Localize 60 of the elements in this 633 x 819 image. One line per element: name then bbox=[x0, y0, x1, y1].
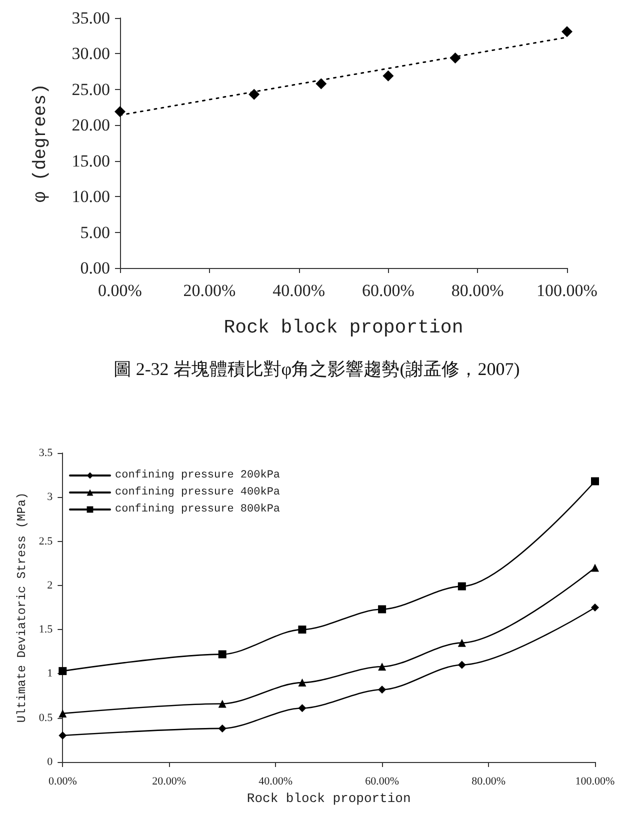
point bbox=[58, 667, 67, 676]
y-tick-label: 1 bbox=[47, 668, 53, 680]
point bbox=[218, 724, 226, 732]
point bbox=[591, 477, 599, 486]
y-tick-label: 15.00 bbox=[72, 151, 110, 170]
point bbox=[562, 26, 572, 38]
y-tick-label: 20.00 bbox=[72, 116, 110, 135]
y-axis-title: φ (degrees) bbox=[31, 84, 51, 202]
point bbox=[591, 564, 599, 572]
y-tick-label: 3.5 bbox=[38, 447, 54, 459]
y-tick-label: 35.00 bbox=[72, 8, 110, 28]
legend-label: confining pressure 800kPa bbox=[115, 504, 280, 516]
y-tick-label: 25.00 bbox=[72, 80, 110, 99]
y-axis-title: Ultimate Deviatoric Stress (MPa) bbox=[15, 492, 29, 723]
x-tick-label: 80.00% bbox=[451, 281, 504, 300]
point bbox=[58, 709, 67, 718]
x-tick-label: 60.00% bbox=[365, 776, 400, 788]
point bbox=[298, 704, 306, 712]
y-tick-label: 0 bbox=[47, 756, 54, 768]
x-tick-label: 40.00% bbox=[258, 776, 293, 788]
y-tick-label: 30.00 bbox=[72, 44, 110, 64]
point bbox=[458, 638, 466, 647]
point bbox=[378, 662, 386, 671]
point bbox=[458, 582, 466, 590]
point bbox=[450, 52, 461, 64]
caption: 圖 2-32 岩塊體積比對φ角之影響趨勢(謝孟修，2007) bbox=[113, 359, 520, 379]
point bbox=[316, 78, 327, 90]
point bbox=[591, 604, 599, 612]
x-tick-label: 0.00% bbox=[48, 776, 77, 788]
x-tick-label: 60.00% bbox=[362, 281, 414, 300]
x-axis-title: Rock block proportion bbox=[224, 316, 464, 338]
y-tick-label: 5.00 bbox=[80, 222, 110, 242]
point bbox=[218, 650, 226, 658]
y-tick-label: 2.5 bbox=[38, 535, 54, 548]
point bbox=[58, 732, 67, 740]
point bbox=[114, 106, 126, 118]
x-tick-label: 20.00% bbox=[183, 281, 236, 300]
point bbox=[298, 678, 306, 687]
point bbox=[378, 605, 386, 614]
x-tick-label: 100.00% bbox=[575, 776, 615, 788]
x-tick-label: 80.00% bbox=[472, 776, 506, 788]
point bbox=[298, 626, 306, 634]
y-tick-label: 0.5 bbox=[38, 712, 54, 724]
y-tick-label: 0.00 bbox=[80, 258, 110, 278]
y-tick-label: 10.00 bbox=[72, 187, 110, 206]
legend-label: confining pressure 200kPa bbox=[115, 470, 280, 482]
point bbox=[382, 70, 394, 82]
legend-label: confining pressure 400kPa bbox=[115, 486, 280, 498]
y-tick-label: 3 bbox=[47, 491, 54, 504]
point bbox=[378, 686, 386, 694]
point bbox=[248, 88, 260, 100]
y-tick-label: 1.5 bbox=[38, 624, 54, 636]
x-tick-label: 20.00% bbox=[152, 776, 186, 788]
y-tick-label: 2 bbox=[47, 579, 53, 592]
x-tick-label: 100.00% bbox=[536, 281, 598, 300]
x-tick-label: 40.00% bbox=[272, 281, 326, 300]
x-tick-label: 0.00% bbox=[98, 281, 142, 300]
x-axis-title: Rock block proportion bbox=[246, 791, 411, 806]
point bbox=[458, 660, 466, 669]
point bbox=[218, 700, 226, 708]
